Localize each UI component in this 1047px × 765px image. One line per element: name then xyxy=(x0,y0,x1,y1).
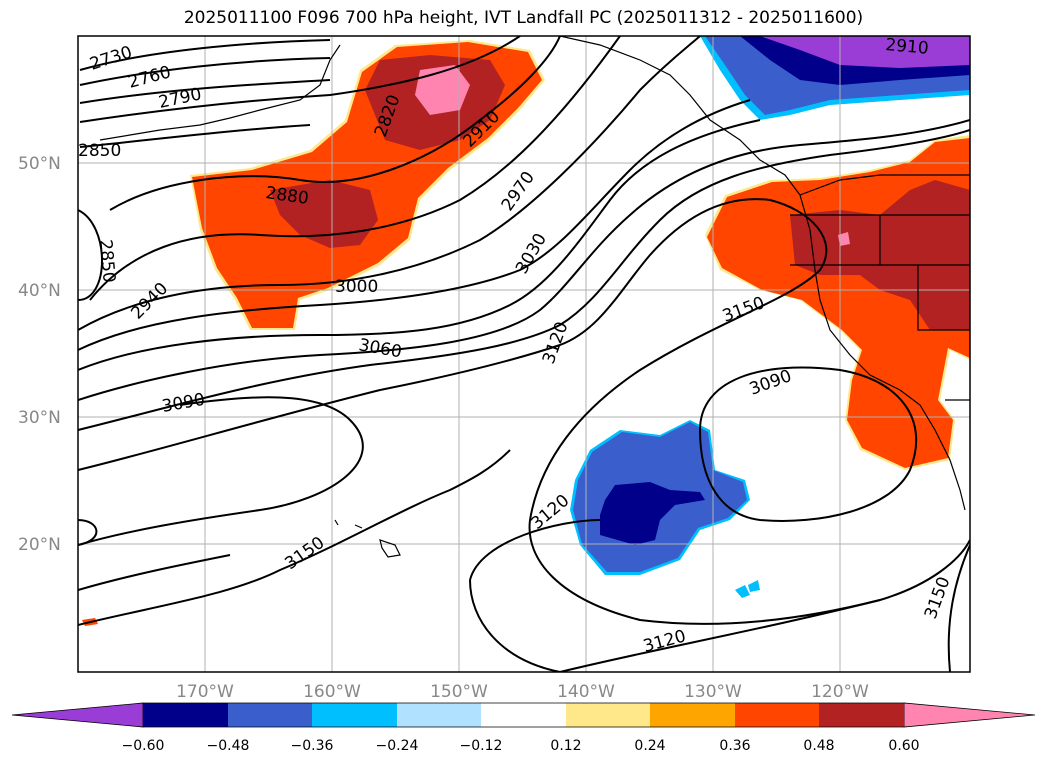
colorbar-extend-left xyxy=(11,702,144,728)
colorbar-tick-label: 0.24 xyxy=(634,738,665,754)
colorbar-tick-label: 0.48 xyxy=(803,738,834,754)
lon-tick: 140°W xyxy=(557,682,615,702)
lon-tick: 170°W xyxy=(176,682,234,702)
map-frame xyxy=(77,35,971,673)
colorbar-cell xyxy=(143,703,228,727)
height-contours xyxy=(78,36,970,672)
contour-label: 3000 xyxy=(335,277,378,297)
colorbar-tick-label: 0.12 xyxy=(550,738,581,754)
colorbar-tick-label: −0.24 xyxy=(376,738,419,754)
colorbar-cells xyxy=(143,703,904,727)
ivt-negative-north xyxy=(700,36,970,120)
contour-label: 2850 xyxy=(78,141,121,161)
colorbar-tick-labels: −0.60 −0.48 −0.36 −0.24 −0.12 0.12 0.24 … xyxy=(122,738,920,754)
colorbar: −0.60 −0.48 −0.36 −0.24 −0.12 0.12 0.24 … xyxy=(11,702,1036,754)
ivt-positive-plume-north xyxy=(190,40,545,330)
colorbar-cell xyxy=(228,703,312,727)
coastlines xyxy=(99,36,970,558)
map-area: 2730 2760 2790 2820 2850 2850 2880 2910 … xyxy=(78,35,970,672)
contour-label: 2850 xyxy=(95,239,119,284)
colorbar-tick-label: 0.36 xyxy=(719,738,750,754)
colorbar-cell xyxy=(650,703,735,727)
lat-tick: 50°N xyxy=(18,154,61,174)
ivt-positive-plume-coast xyxy=(705,135,970,470)
colorbar-tick-label: 0.60 xyxy=(888,738,919,754)
lat-tick: 20°N xyxy=(18,535,61,555)
longitude-ticks: 170°W 160°W 150°W 140°W 130°W 120°W xyxy=(176,682,869,702)
colorbar-extend-right xyxy=(903,702,1036,728)
colorbar-tick-label: −0.48 xyxy=(207,738,250,754)
lon-tick: 120°W xyxy=(811,682,869,702)
lon-tick: 130°W xyxy=(684,682,742,702)
contour-label: 2910 xyxy=(885,35,930,59)
ivt-negative-subtropical xyxy=(570,420,760,598)
colorbar-cell xyxy=(819,703,904,727)
colorbar-cell xyxy=(312,703,397,727)
colorbar-tick-label: −0.36 xyxy=(291,738,334,754)
colorbar-tick-label: −0.12 xyxy=(460,738,503,754)
colorbar-cell xyxy=(566,703,650,727)
lat-tick: 40°N xyxy=(18,281,61,301)
colorbar-tick-label: −0.60 xyxy=(122,738,165,754)
lat-tick: 30°N xyxy=(18,408,61,428)
colorbar-cell xyxy=(735,703,819,727)
latitude-ticks: 50°N 40°N 30°N 20°N xyxy=(18,154,61,555)
colorbar-cell xyxy=(397,703,481,727)
lon-tick: 160°W xyxy=(303,682,361,702)
colorbar-cell xyxy=(481,703,566,727)
lon-tick: 150°W xyxy=(430,682,488,702)
map-title: 2025011100 F096 700 hPa height, IVT Land… xyxy=(183,8,864,28)
